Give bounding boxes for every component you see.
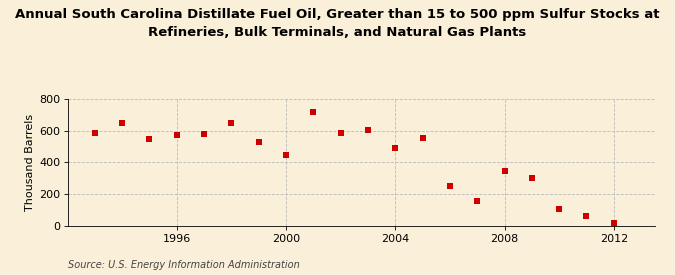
Point [281,152,292,157]
Point [198,131,209,136]
Point [390,146,401,150]
Point [472,199,483,203]
Point [226,120,237,125]
Point [581,213,592,218]
Point [308,109,319,114]
Y-axis label: Thousand Barrels: Thousand Barrels [25,114,35,211]
Text: Source: U.S. Energy Information Administration: Source: U.S. Energy Information Administ… [68,260,299,270]
Point [445,184,456,188]
Point [499,169,510,174]
Point [171,133,182,138]
Point [362,128,373,132]
Text: Annual South Carolina Distillate Fuel Oil, Greater than 15 to 500 ppm Sulfur Sto: Annual South Carolina Distillate Fuel Oi… [16,8,659,39]
Point [526,175,537,180]
Point [554,207,564,211]
Point [417,136,428,140]
Point [117,121,128,125]
Point [608,221,619,225]
Point [144,136,155,141]
Point [335,131,346,135]
Point [89,131,100,135]
Point [253,140,264,145]
